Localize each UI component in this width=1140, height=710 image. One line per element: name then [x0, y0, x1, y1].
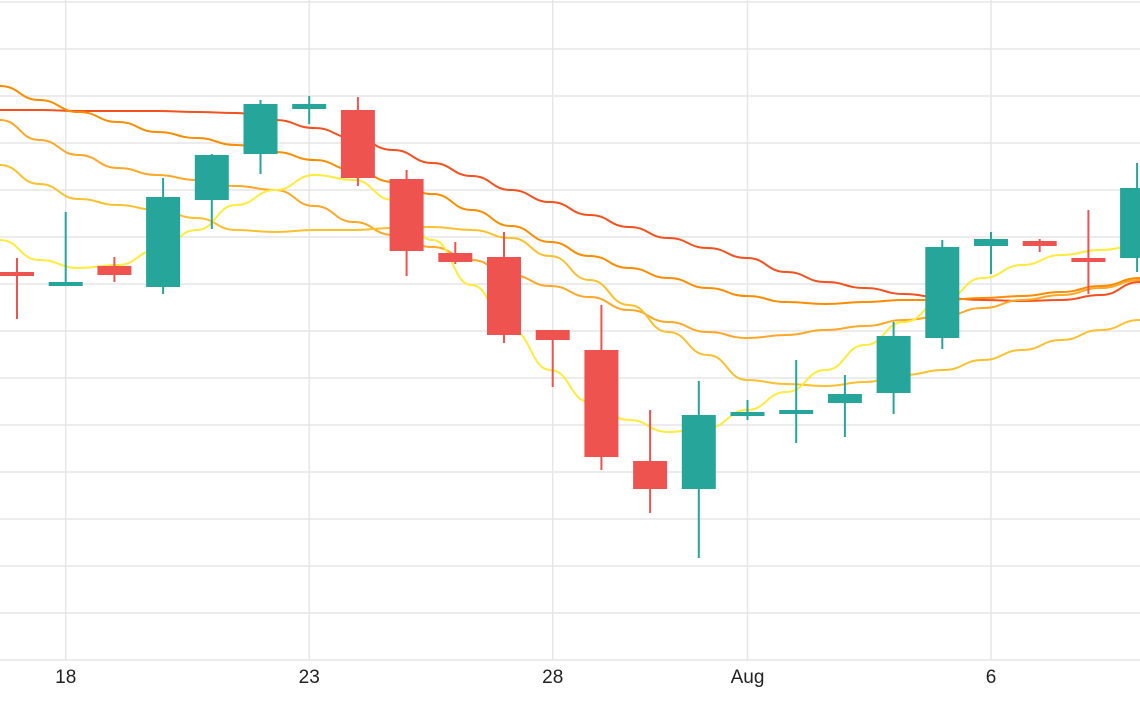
- moving-average-line: [0, 164, 1140, 388]
- candle-body: [292, 104, 327, 109]
- candle: [97, 257, 132, 282]
- candle: [730, 400, 765, 420]
- candle-body: [438, 253, 473, 262]
- x-tick-label: 28: [542, 667, 563, 688]
- candle-body: [974, 239, 1008, 246]
- candle-body: [1022, 241, 1057, 246]
- candle-body: [487, 257, 521, 335]
- candle: [0, 258, 34, 319]
- candle-body: [48, 282, 83, 286]
- candle-body: [535, 330, 570, 340]
- candle-body: [146, 197, 181, 287]
- candle: [389, 170, 424, 276]
- candle: [779, 360, 814, 443]
- candle: [633, 410, 668, 513]
- candle: [876, 322, 911, 414]
- horizontal-gridlines: [0, 1, 1140, 661]
- candle: [146, 178, 181, 294]
- candle: [194, 154, 229, 229]
- candle-body: [194, 155, 229, 200]
- candle: [1022, 239, 1057, 252]
- candles: [0, 96, 1140, 558]
- candle-body: [925, 247, 960, 338]
- candle-body: [1071, 258, 1106, 262]
- candle: [340, 97, 375, 186]
- candle-body: [97, 266, 132, 275]
- x-tick-label: 6: [986, 667, 997, 688]
- x-tick-label: 23: [299, 667, 320, 688]
- candle: [438, 242, 473, 264]
- candle: [1120, 163, 1140, 272]
- candle-body: [389, 179, 424, 251]
- candle: [681, 381, 716, 558]
- candle-body: [340, 110, 375, 178]
- candle-body: [243, 104, 278, 154]
- candle-body: [584, 350, 619, 457]
- candle: [292, 96, 327, 124]
- vertical-gridlines: [64, 0, 992, 660]
- candle-body: [633, 461, 668, 489]
- candle-body: [827, 394, 862, 403]
- candle-body: [779, 410, 814, 414]
- candle: [1071, 210, 1106, 294]
- candle: [243, 100, 278, 174]
- candle: [925, 240, 960, 349]
- candle-body: [0, 272, 34, 276]
- candle: [535, 330, 570, 387]
- x-tick-label: 18: [55, 667, 76, 688]
- x-axis-tick-labels: 182328Aug611: [55, 667, 997, 688]
- candle: [584, 305, 619, 470]
- candle: [48, 212, 83, 286]
- candle: [827, 375, 862, 437]
- candle: [487, 232, 521, 343]
- candle-body: [876, 336, 911, 393]
- candle-body: [730, 412, 765, 416]
- candle-body: [1120, 188, 1140, 258]
- candle-body: [681, 415, 716, 489]
- candle: [974, 232, 1008, 274]
- x-tick-label: Aug: [731, 667, 765, 688]
